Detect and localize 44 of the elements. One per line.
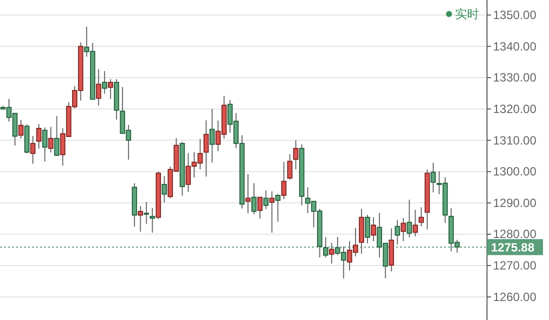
candlestick	[48, 126, 54, 153]
candlestick	[96, 68, 102, 106]
candlestick	[54, 116, 60, 156]
candlestick	[162, 175, 167, 204]
candlestick	[400, 217, 406, 242]
candlestick	[30, 135, 36, 164]
candlestick	[36, 123, 42, 150]
candlestick	[138, 206, 144, 232]
candlestick	[364, 214, 370, 244]
candlestick	[430, 162, 436, 193]
candlestick	[418, 206, 424, 227]
y-tick-label: 1340.00	[493, 39, 537, 54]
candlestick	[18, 119, 24, 140]
candlestick	[150, 207, 155, 234]
candlestick	[412, 209, 418, 237]
candlestick	[210, 108, 215, 164]
y-tick-label: 1270.00	[493, 258, 537, 273]
annotation: 实时	[455, 7, 479, 21]
y-tick-label: 1290.00	[493, 196, 537, 210]
candlestick	[275, 194, 280, 222]
y-tick-label: 1350.00	[493, 8, 537, 22]
y-tick-label: 1310.00	[493, 133, 537, 148]
candlestick	[329, 242, 334, 264]
candlestick	[287, 154, 292, 180]
candlestick	[406, 199, 412, 238]
y-tick-label: 1300.00	[493, 164, 537, 179]
candlestick	[204, 120, 209, 178]
candlestick	[42, 126, 48, 162]
ref-line-label: 1275.88	[491, 240, 535, 255]
candlestick	[394, 219, 400, 246]
candlestick	[245, 174, 251, 214]
candlestick	[263, 190, 269, 210]
candlestick	[281, 161, 286, 200]
candlestick	[269, 190, 274, 234]
candlestick	[370, 216, 376, 242]
y-tick-label: 1330.00	[493, 70, 537, 85]
y-tick-label: 1320.00	[493, 102, 537, 116]
y-tick-label: 1280.00	[493, 227, 537, 242]
candlestick	[257, 196, 263, 220]
candlestick	[102, 70, 108, 94]
candlestick	[108, 78, 114, 100]
y-tick-label: 1260.00	[493, 290, 537, 304]
candlestick	[293, 140, 298, 170]
candlestick	[251, 182, 257, 215]
